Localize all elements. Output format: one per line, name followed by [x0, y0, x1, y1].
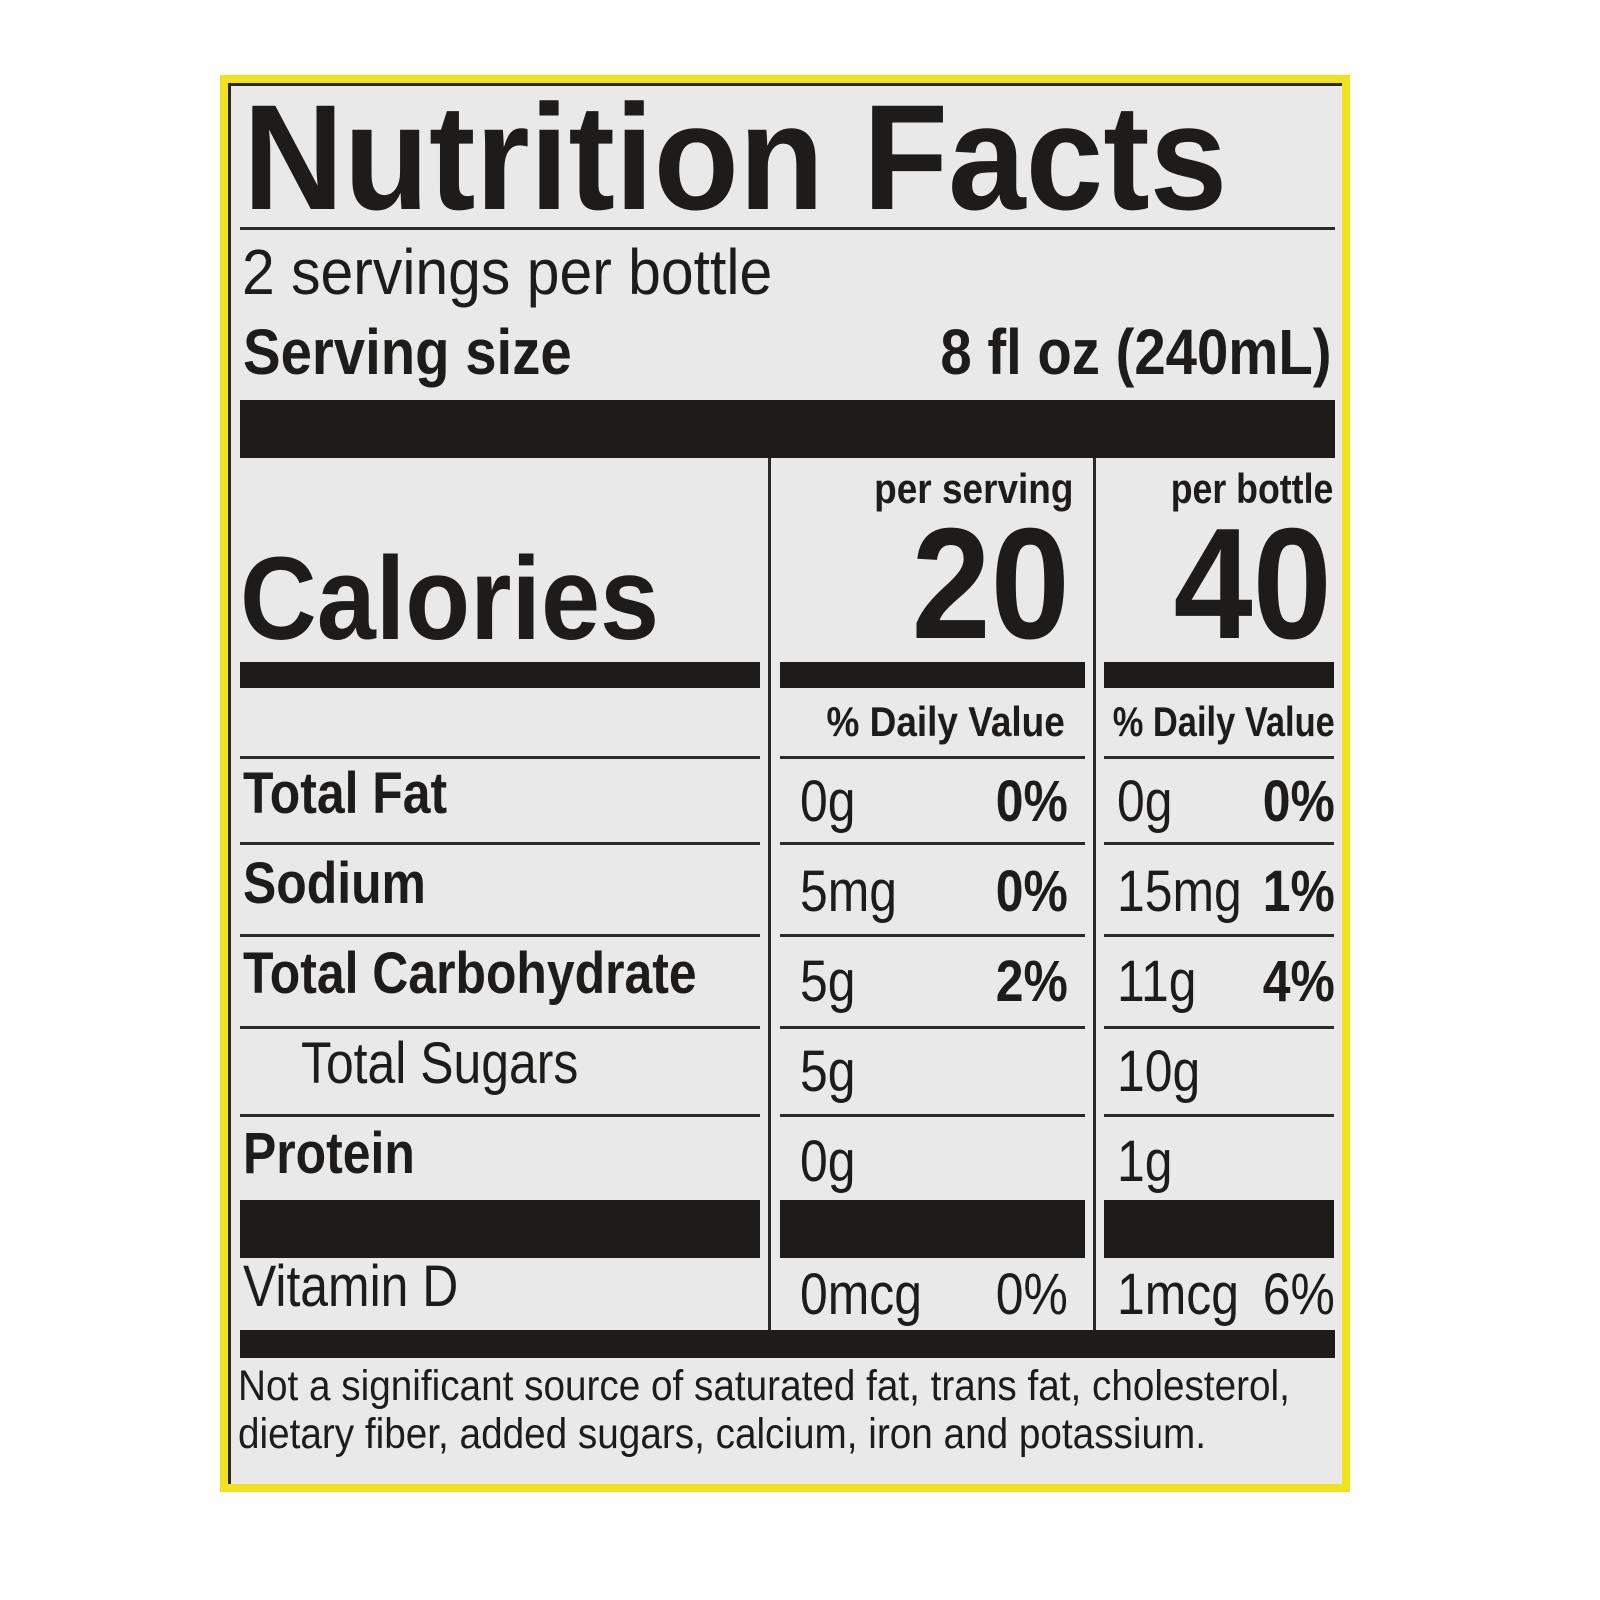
calories-label: Calories [240, 533, 660, 665]
serving-amount: 5g [800, 949, 856, 1014]
per-serving-calories: 20 [911, 496, 1070, 672]
serving-amount: 0mcg [800, 1262, 922, 1327]
divider [1104, 934, 1334, 937]
thick-divider [240, 662, 760, 688]
bottle-amount: 15mg [1117, 859, 1242, 924]
serving-daily-value: 0% [995, 769, 1068, 834]
label-title: Nutrition Facts [243, 73, 1228, 241]
nutrient-name: Vitamin D [243, 1254, 459, 1319]
nutrient-name: Total Sugars [301, 1031, 579, 1096]
bottle-amount: 11g [1117, 949, 1197, 1014]
bottle-daily-value: 1% [1262, 859, 1335, 924]
per-bottle-calories: 40 [1173, 496, 1332, 672]
daily-value-header: % Daily Value [826, 698, 1065, 745]
serving-amount: 0g [800, 769, 856, 834]
thick-divider [240, 1200, 760, 1258]
bottle-amount: 10g [1117, 1039, 1201, 1104]
bottle-daily-value: 0% [1262, 769, 1335, 834]
divider [240, 934, 760, 937]
divider [240, 1026, 760, 1029]
footnote-line-1: Not a significant source of saturated fa… [238, 1362, 1290, 1410]
divider [780, 842, 1085, 845]
divider [240, 756, 760, 759]
serving-size-value: 8 fl oz (240mL) [940, 316, 1332, 388]
serving-daily-value: 2% [995, 949, 1068, 1014]
thick-divider [240, 400, 1335, 458]
serving-amount: 5mg [800, 859, 898, 924]
serving-amount: 5g [800, 1039, 856, 1104]
per-bottle-header: per bottle [1170, 465, 1333, 512]
divider [1104, 756, 1334, 759]
divider [1104, 1114, 1334, 1117]
nutrient-name: Total Fat [243, 761, 448, 826]
thick-divider [1104, 662, 1334, 688]
thick-divider [780, 1200, 1085, 1258]
daily-value-header: % Daily Value [1112, 698, 1335, 745]
serving-size-label: Serving size [243, 316, 572, 388]
footnote-line-2: dietary fiber, added sugars, calcium, ir… [238, 1410, 1207, 1458]
thick-divider [240, 1330, 1335, 1358]
divider [240, 227, 1335, 230]
divider [1104, 842, 1334, 845]
serving-daily-value: 0% [995, 859, 1068, 924]
divider [780, 1026, 1085, 1029]
bottle-amount: 0g [1117, 769, 1173, 834]
bottle-amount: 1mcg [1117, 1262, 1239, 1327]
divider [780, 934, 1085, 937]
column-divider [768, 458, 771, 1338]
divider [780, 756, 1085, 759]
serving-daily-value: 0% [995, 1262, 1068, 1327]
servings-per-container: 2 servings per bottle [242, 236, 773, 308]
divider [780, 1114, 1085, 1117]
bottle-daily-value: 4% [1262, 949, 1335, 1014]
per-serving-header: per serving [873, 465, 1073, 512]
divider [1104, 1026, 1334, 1029]
nutrient-name: Total Carbohydrate [243, 941, 697, 1006]
thick-divider [780, 662, 1085, 688]
divider [240, 1114, 760, 1117]
thick-divider [1104, 1200, 1334, 1258]
bottle-amount: 1g [1117, 1129, 1173, 1194]
serving-amount: 0g [800, 1129, 856, 1194]
nutrient-name: Sodium [243, 851, 426, 916]
bottle-daily-value: 6% [1262, 1262, 1335, 1327]
column-divider [1093, 458, 1096, 1338]
divider [240, 842, 760, 845]
nutrient-name: Protein [243, 1121, 415, 1186]
